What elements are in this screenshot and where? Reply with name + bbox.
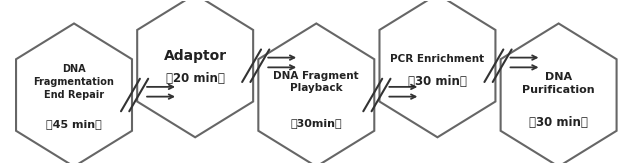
Text: （30min）: （30min） [291, 118, 342, 128]
Text: DNA
Purification: DNA Purification [522, 72, 595, 95]
Text: （45 min）: （45 min） [46, 119, 102, 129]
Text: （30 min）: （30 min） [529, 116, 588, 129]
Polygon shape [500, 23, 617, 164]
Text: （20 min）: （20 min） [166, 72, 224, 85]
Text: DNA Fragment
Playback: DNA Fragment Playback [273, 71, 359, 93]
Text: PCR Enrichment: PCR Enrichment [390, 54, 484, 64]
Text: Adaptor: Adaptor [164, 49, 227, 63]
Polygon shape [137, 0, 253, 137]
Polygon shape [258, 23, 374, 164]
Text: DNA
Fragmentation
End Repair: DNA Fragmentation End Repair [34, 64, 114, 100]
Text: （30 min）: （30 min） [408, 75, 467, 89]
Polygon shape [16, 23, 132, 164]
Polygon shape [380, 0, 495, 137]
